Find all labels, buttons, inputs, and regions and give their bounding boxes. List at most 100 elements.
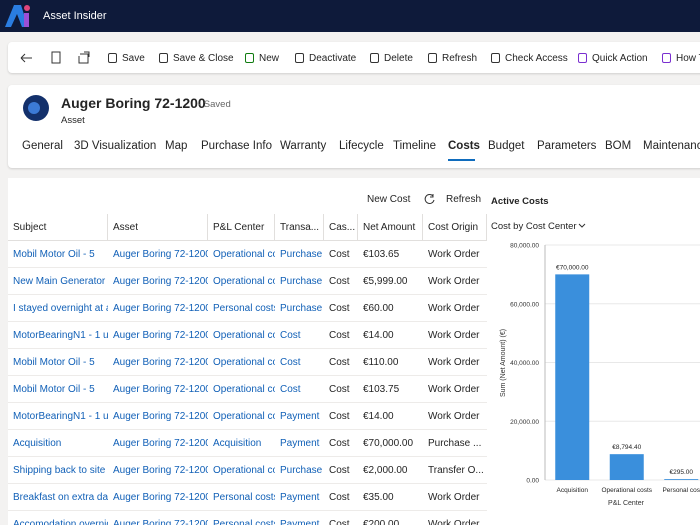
- column-header[interactable]: Cost Origin: [423, 214, 487, 241]
- table-cell[interactable]: Auger Boring 72-1200.: [108, 349, 208, 376]
- table-cell[interactable]: Operational co: [208, 403, 275, 430]
- table-cell: Cost: [324, 295, 358, 322]
- table-cell[interactable]: Auger Boring 72-1200.: [108, 484, 208, 511]
- tab[interactable]: Budget: [488, 140, 524, 152]
- toolbar-button[interactable]: Save & Close: [173, 53, 234, 64]
- toolbar-icon: [662, 53, 671, 63]
- table-cell[interactable]: Shipping back to site: [8, 457, 108, 484]
- table-cell: Cost: [324, 241, 358, 268]
- table-cell: Cost: [324, 511, 358, 525]
- table-cell[interactable]: Purchase: [275, 457, 324, 484]
- new-cost-button[interactable]: New Cost: [367, 194, 410, 205]
- table-cell[interactable]: Auger Boring 72-1200.: [108, 295, 208, 322]
- table-cell[interactable]: New Main Generator w: [8, 268, 108, 295]
- column-header[interactable]: Cas...: [324, 214, 358, 241]
- record-status: - Saved: [198, 99, 231, 110]
- table-cell[interactable]: Auger Boring 72-1200.: [108, 376, 208, 403]
- toolbar-icon: [295, 53, 304, 63]
- table-cell[interactable]: MotorBearingN1 - 1 ur: [8, 322, 108, 349]
- table-cell: €70,000.00: [358, 430, 423, 457]
- table-cell: Work Order: [423, 349, 487, 376]
- table-cell: Work Order: [423, 484, 487, 511]
- refresh-button[interactable]: Refresh: [446, 194, 481, 205]
- column-header[interactable]: Transa...: [275, 214, 324, 241]
- table-cell[interactable]: Auger Boring 72-1200.: [108, 457, 208, 484]
- x-tick-label: Acquisition: [557, 487, 589, 494]
- table-cell[interactable]: Operational co: [208, 376, 275, 403]
- table-cell[interactable]: Purchase: [275, 241, 324, 268]
- table-cell[interactable]: Purchase: [275, 295, 324, 322]
- toolbar-button[interactable]: Deactivate: [309, 53, 356, 64]
- tab[interactable]: Maintenanc: [643, 140, 700, 152]
- record-entity: Asset: [61, 115, 85, 126]
- table-cell[interactable]: Operational co: [208, 457, 275, 484]
- column-header[interactable]: Subject: [8, 214, 108, 241]
- table-cell[interactable]: Payment: [275, 430, 324, 457]
- table-cell[interactable]: Auger Boring 72-1200.: [108, 403, 208, 430]
- table-cell: Work Order: [423, 511, 487, 525]
- table-cell[interactable]: Cost: [275, 376, 324, 403]
- column-header[interactable]: P&L Center: [208, 214, 275, 241]
- table-cell[interactable]: Auger Boring 72-1200.: [108, 511, 208, 525]
- table-cell: Transfer O...: [423, 457, 487, 484]
- toolbar-button[interactable]: Delete: [384, 53, 413, 64]
- table-cell: €103.65: [358, 241, 423, 268]
- tab[interactable]: Map: [165, 140, 187, 152]
- x-tick-label: Operational costs: [601, 487, 652, 494]
- table-cell[interactable]: Purchase: [275, 268, 324, 295]
- toolbar-button[interactable]: New: [259, 53, 279, 64]
- table-cell[interactable]: Mobil Motor Oil - 5: [8, 349, 108, 376]
- table-cell[interactable]: Operational co: [208, 268, 275, 295]
- tab[interactable]: BOM: [605, 140, 631, 152]
- chart-view[interactable]: Cost by Cost Center: [491, 221, 577, 232]
- tab[interactable]: Timeline: [393, 140, 436, 152]
- toolbar-button[interactable]: Check Access: [505, 53, 568, 64]
- table-cell[interactable]: Breakfast on extra day.: [8, 484, 108, 511]
- chart: Active Costs Cost by Cost Center Sum (Ne…: [487, 178, 700, 525]
- table-cell[interactable]: Acquisition: [208, 430, 275, 457]
- table-cell[interactable]: Acquisition: [8, 430, 108, 457]
- table-cell[interactable]: MotorBearingN1 - 1 ur: [8, 403, 108, 430]
- table-cell[interactable]: I stayed overnight at a: [8, 295, 108, 322]
- tab[interactable]: Purchase Info: [201, 140, 272, 152]
- table-cell[interactable]: Operational co: [208, 322, 275, 349]
- tab[interactable]: 3D Visualization: [74, 140, 156, 152]
- value-label: €295.00: [670, 469, 694, 476]
- table-cell: Purchase ...: [423, 430, 487, 457]
- table-cell[interactable]: Auger Boring 72-1200.: [108, 241, 208, 268]
- table-cell[interactable]: Cost: [275, 322, 324, 349]
- table-cell[interactable]: Personal costs.: [208, 484, 275, 511]
- table-cell[interactable]: Cost: [275, 349, 324, 376]
- toolbar-button[interactable]: Save: [122, 53, 145, 64]
- value-label: €70,000.00: [556, 264, 589, 271]
- table-cell[interactable]: Payment: [275, 511, 324, 525]
- tab[interactable]: Lifecycle: [339, 140, 384, 152]
- table-cell[interactable]: Personal costs.: [208, 295, 275, 322]
- tab[interactable]: Parameters: [537, 140, 596, 152]
- tab[interactable]: General: [22, 140, 63, 152]
- table-cell[interactable]: Auger Boring 72-1200.: [108, 430, 208, 457]
- column-header[interactable]: Net Amount: [358, 214, 423, 241]
- table-cell[interactable]: Payment: [275, 484, 324, 511]
- tab[interactable]: Warranty: [280, 140, 326, 152]
- table-cell[interactable]: Accomodation overnig: [8, 511, 108, 525]
- bar: [664, 479, 698, 480]
- y-tick-label: 80,000.00: [510, 243, 539, 250]
- table-cell[interactable]: Operational co: [208, 241, 275, 268]
- toolbar-button[interactable]: Refresh: [442, 53, 477, 64]
- table-cell[interactable]: Payment: [275, 403, 324, 430]
- column-header[interactable]: Asset: [108, 214, 208, 241]
- table-cell[interactable]: Auger Boring 72-1200.: [108, 268, 208, 295]
- table-cell: €103.75: [358, 376, 423, 403]
- table-cell[interactable]: Mobil Motor Oil - 5: [8, 376, 108, 403]
- table-cell[interactable]: Personal costs: [208, 511, 275, 525]
- value-label: €8,794.40: [612, 444, 641, 451]
- table-cell[interactable]: Operational co: [208, 349, 275, 376]
- record-name: Auger Boring 72-1200: [61, 95, 206, 111]
- toolbar-button[interactable]: How T: [676, 53, 700, 64]
- toolbar-icon: [108, 53, 117, 63]
- table-cell[interactable]: Mobil Motor Oil - 5: [8, 241, 108, 268]
- table-cell[interactable]: Auger Boring 72-1200.: [108, 322, 208, 349]
- tab[interactable]: Costs: [448, 140, 480, 152]
- toolbar-button[interactable]: Quick Action: [592, 53, 648, 64]
